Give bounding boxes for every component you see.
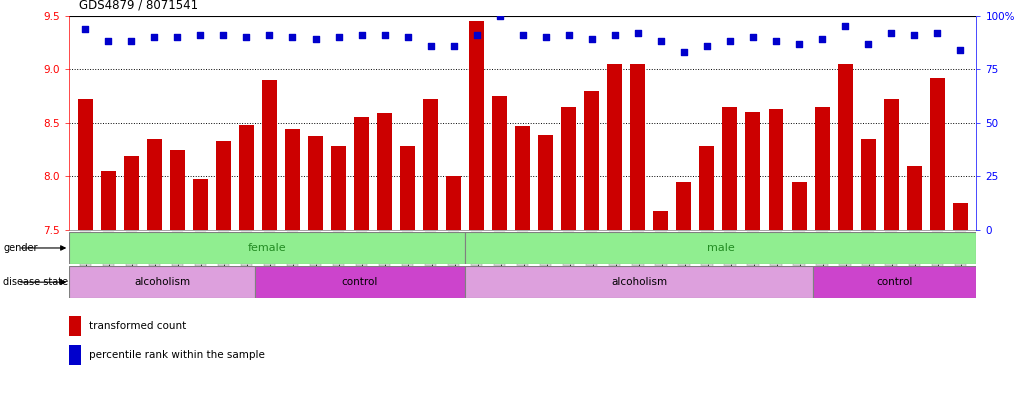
Point: [491, 13, 507, 19]
Point: [169, 34, 185, 40]
Bar: [607, 64, 622, 230]
Bar: [722, 107, 737, 230]
Text: male: male: [707, 243, 734, 253]
Point: [699, 42, 715, 49]
Point: [515, 32, 531, 38]
Point: [584, 36, 600, 42]
Text: disease state: disease state: [3, 277, 68, 287]
Point: [307, 36, 323, 42]
Bar: [907, 166, 921, 230]
Bar: [469, 21, 484, 230]
Bar: [170, 150, 185, 230]
Bar: [377, 113, 393, 230]
Bar: [400, 146, 415, 230]
Point: [814, 36, 830, 42]
Point: [192, 32, 208, 38]
Point: [331, 34, 347, 40]
Point: [400, 34, 416, 40]
Point: [354, 32, 370, 38]
Bar: [332, 146, 346, 230]
Point: [653, 38, 669, 44]
Bar: [465, 266, 814, 298]
Bar: [216, 141, 231, 230]
Point: [906, 32, 922, 38]
Bar: [769, 109, 783, 230]
Bar: [77, 99, 93, 230]
Bar: [423, 99, 438, 230]
Point: [285, 34, 301, 40]
Bar: [124, 156, 138, 230]
Point: [238, 34, 254, 40]
Bar: [700, 146, 714, 230]
Point: [445, 42, 462, 49]
Point: [768, 38, 784, 44]
Point: [216, 32, 232, 38]
Bar: [791, 182, 806, 230]
Bar: [631, 64, 646, 230]
Text: female: female: [247, 243, 286, 253]
Bar: [262, 80, 277, 230]
Bar: [653, 211, 668, 230]
Text: alcoholism: alcoholism: [611, 277, 667, 287]
Point: [469, 32, 485, 38]
Bar: [745, 112, 761, 230]
Point: [722, 38, 738, 44]
Bar: [354, 118, 369, 230]
Bar: [516, 126, 530, 230]
Text: percentile rank within the sample: percentile rank within the sample: [89, 350, 265, 360]
Text: gender: gender: [3, 243, 38, 253]
Bar: [69, 345, 81, 365]
Bar: [239, 125, 254, 230]
Bar: [101, 171, 116, 230]
Text: GDS4879 / 8071541: GDS4879 / 8071541: [79, 0, 198, 12]
Point: [791, 40, 807, 47]
Bar: [585, 91, 599, 230]
Bar: [308, 136, 323, 230]
Point: [930, 30, 946, 36]
Bar: [930, 78, 945, 230]
Point: [952, 47, 968, 53]
Bar: [446, 176, 461, 230]
Point: [883, 30, 899, 36]
Bar: [69, 266, 255, 298]
Bar: [255, 266, 465, 298]
Bar: [193, 178, 207, 230]
Point: [123, 38, 139, 44]
Point: [376, 32, 393, 38]
Point: [422, 42, 438, 49]
Point: [146, 34, 163, 40]
Bar: [860, 139, 876, 230]
Bar: [953, 203, 968, 230]
Bar: [814, 266, 976, 298]
Text: alcoholism: alcoholism: [134, 277, 190, 287]
Text: transformed count: transformed count: [89, 321, 187, 331]
Point: [538, 34, 554, 40]
Point: [837, 23, 853, 29]
Bar: [884, 99, 899, 230]
Bar: [561, 107, 577, 230]
Bar: [69, 232, 465, 264]
Point: [100, 38, 116, 44]
Bar: [285, 129, 300, 230]
Point: [607, 32, 623, 38]
Point: [744, 34, 761, 40]
Bar: [676, 182, 692, 230]
Bar: [146, 139, 162, 230]
Bar: [538, 134, 553, 230]
Text: control: control: [877, 277, 913, 287]
Point: [560, 32, 577, 38]
Point: [77, 26, 94, 32]
Bar: [465, 232, 976, 264]
Bar: [69, 316, 81, 336]
Point: [630, 30, 646, 36]
Bar: [838, 64, 852, 230]
Text: control: control: [342, 277, 378, 287]
Point: [261, 32, 278, 38]
Bar: [815, 107, 830, 230]
Point: [860, 40, 877, 47]
Point: [675, 49, 692, 55]
Bar: [492, 96, 507, 230]
